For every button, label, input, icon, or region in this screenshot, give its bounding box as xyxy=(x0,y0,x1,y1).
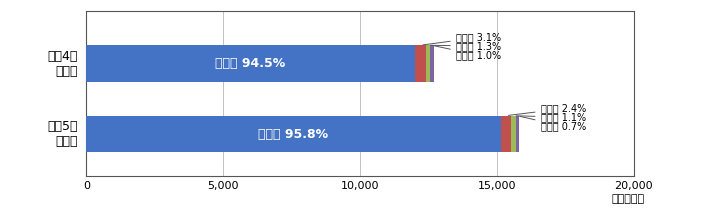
Text: 商標権 94.5%: 商標権 94.5% xyxy=(215,57,286,70)
Text: 著作権 3.1%: 著作権 3.1% xyxy=(423,32,501,45)
Bar xyxy=(511,116,516,152)
Bar xyxy=(86,116,500,152)
Bar xyxy=(430,45,433,82)
Bar xyxy=(415,45,426,82)
Bar xyxy=(516,116,518,152)
Text: 著作権 2.4%: 著作権 2.4% xyxy=(508,104,586,115)
Text: 意匠権 1.3%: 意匠権 1.3% xyxy=(431,41,501,51)
Bar xyxy=(500,116,511,152)
Text: 特許権 1.0%: 特許権 1.0% xyxy=(434,46,501,60)
Text: 商標権 95.8%: 商標権 95.8% xyxy=(258,127,328,141)
X-axis label: 件数（件）: 件数（件） xyxy=(611,194,644,204)
Text: 意匠権 1.1%: 意匠権 1.1% xyxy=(516,112,585,122)
Bar xyxy=(426,45,430,82)
Bar xyxy=(86,45,415,82)
Text: 特許権 0.7%: 特許権 0.7% xyxy=(520,116,586,131)
